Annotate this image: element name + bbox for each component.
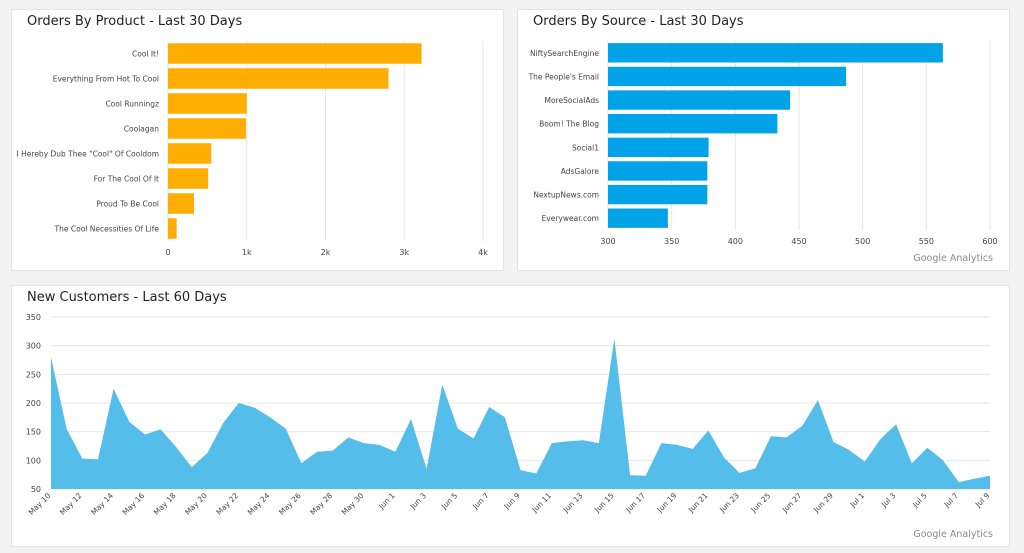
x-tick-label: May 16 xyxy=(121,491,147,517)
x-tick-label: May 12 xyxy=(58,491,84,517)
category-label: Cool Runningz xyxy=(105,100,159,109)
category-label: Proud To Be Cool xyxy=(96,200,159,209)
x-tick-label: 350 xyxy=(664,237,679,246)
x-tick-label: Jun 29 xyxy=(811,491,835,515)
x-tick-label: Jul 3 xyxy=(879,491,898,510)
category-label: Cool It! xyxy=(132,50,159,59)
category-label: MoreSocialAds xyxy=(545,96,600,105)
bar xyxy=(168,168,209,189)
x-tick-label: Jun 5 xyxy=(439,491,460,512)
x-tick-label: May 14 xyxy=(89,491,115,517)
y-tick-label: 150 xyxy=(26,428,41,437)
y-tick-label: 350 xyxy=(26,313,41,322)
customers-area xyxy=(51,338,990,489)
x-tick-label: 4k xyxy=(478,248,488,257)
x-tick-label: Jun 1 xyxy=(376,491,397,512)
y-tick-label: 250 xyxy=(26,370,41,379)
x-tick-label: Jun 25 xyxy=(749,491,773,515)
x-tick-label: May 26 xyxy=(277,491,303,517)
orders-by-product-chart: 0 1k 2k 3k 4k Cool It! Everything From Hot To … xyxy=(17,41,488,257)
category-label: AdsGalore xyxy=(561,167,600,176)
x-tick-label: May 10 xyxy=(27,491,53,517)
x-tick-label: May 20 xyxy=(183,491,209,517)
bar xyxy=(168,43,422,64)
category-label: Everywear.com xyxy=(542,214,599,223)
y-tick-label: 200 xyxy=(26,399,41,408)
new-customers-panel: New Customers - Last 60 Days 50 100 150 200… xyxy=(11,285,1010,547)
x-tick-label: May 24 xyxy=(246,491,272,517)
x-tick-label: Jun 23 xyxy=(717,491,741,515)
orders-by-source-chart: 300 350 400 450 500 550 600 NiftySearchEngine Th… xyxy=(528,41,998,246)
x-tick-label: Jun 9 xyxy=(501,491,522,512)
x-tick-label: May 30 xyxy=(340,491,366,517)
y-tick-label: 50 xyxy=(31,485,41,494)
y-tick-label: 300 xyxy=(26,342,41,351)
x-tick-label: 600 xyxy=(982,237,997,246)
category-label: Boom! The Blog xyxy=(539,120,599,129)
x-tick-label: Jun 21 xyxy=(686,491,710,515)
category-label: Social1 xyxy=(572,143,599,152)
google-analytics-credit: Google Analytics xyxy=(913,529,993,540)
x-tick-label: Jun 7 xyxy=(470,491,491,512)
x-tick-label: 550 xyxy=(919,237,934,246)
x-tick-label: 400 xyxy=(728,237,743,246)
bar xyxy=(168,93,247,114)
bar xyxy=(168,118,246,139)
bar xyxy=(608,90,791,110)
x-tick-label: 0 xyxy=(165,248,170,257)
x-tick-label: Jun 27 xyxy=(780,491,804,515)
category-label: Everything From Hot To Cool xyxy=(53,75,159,84)
category-label: The People's Email xyxy=(528,72,599,81)
bar xyxy=(608,114,778,134)
x-tick-label: Jun 17 xyxy=(623,491,647,515)
x-tick-label: 300 xyxy=(600,237,615,246)
x-tick-label: 500 xyxy=(855,237,870,246)
x-tick-label: Jun 13 xyxy=(561,491,585,515)
bar xyxy=(608,66,847,87)
category-label: NiftySearchEngine xyxy=(530,49,599,58)
bar xyxy=(608,184,708,205)
google-analytics-credit: Google Analytics xyxy=(913,253,993,264)
bar xyxy=(168,193,194,214)
x-tick-label: Jun 11 xyxy=(529,491,553,515)
x-tick-label: 450 xyxy=(791,237,806,246)
x-tick-label: 1k xyxy=(242,248,252,257)
y-tick-label: 100 xyxy=(26,456,41,465)
orders-by-source-panel: Orders By Source - Last 30 Days 300 350 40… xyxy=(517,9,1010,271)
bar xyxy=(168,68,389,89)
x-tick-label: May 18 xyxy=(152,491,178,517)
bar xyxy=(168,218,177,239)
x-tick-label: Jul 9 xyxy=(973,491,992,510)
bar xyxy=(168,143,212,164)
category-label: The Cool Necessities Of Life xyxy=(54,225,160,234)
x-tick-label: May 28 xyxy=(308,491,334,517)
x-tick-label: Jun 3 xyxy=(408,491,429,512)
panel-title: Orders By Source - Last 30 Days xyxy=(533,14,744,29)
x-tick-label: 3k xyxy=(399,248,409,257)
x-tick-label: 2k xyxy=(321,248,331,257)
bar xyxy=(608,161,708,181)
category-label: Coolagan xyxy=(124,125,159,134)
panel-title: Orders By Product - Last 30 Days xyxy=(27,14,243,29)
panel-title: New Customers - Last 60 Days xyxy=(27,290,227,305)
orders-by-product-panel: Orders By Product - Last 30 Days 0 1k 2k 3k… xyxy=(11,9,504,271)
x-tick-label: Jun 15 xyxy=(592,491,616,515)
x-tick-label: Jul 7 xyxy=(942,491,961,510)
bar xyxy=(608,208,668,228)
x-tick-label: May 22 xyxy=(214,491,240,517)
category-label: For The Cool Of It xyxy=(94,175,159,184)
x-tick-label: Jun 19 xyxy=(655,491,679,515)
bar xyxy=(608,43,943,63)
x-tick-label: Jul 1 xyxy=(848,491,867,510)
category-label: I Hereby Dub Thee "Cool" Of Cooldom xyxy=(17,150,159,159)
bar xyxy=(608,137,709,157)
x-tick-label: Jul 5 xyxy=(910,491,929,510)
category-label: NextupNews.com xyxy=(533,191,599,200)
